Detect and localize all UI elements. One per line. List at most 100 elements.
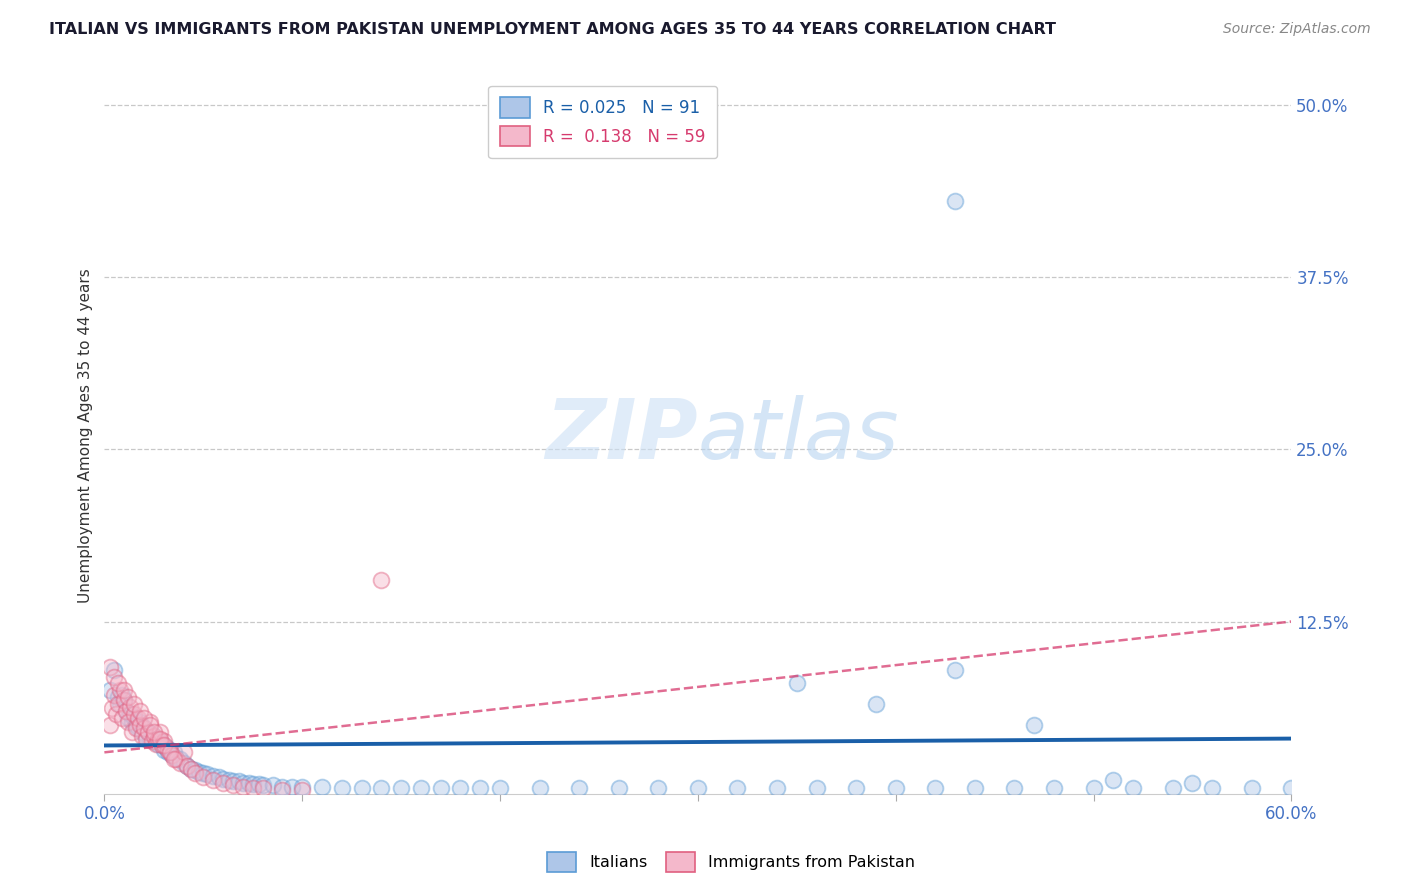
Point — [766, 781, 789, 796]
Point — [247, 777, 270, 791]
Point — [121, 714, 143, 729]
Point — [786, 676, 808, 690]
Point — [146, 737, 169, 751]
Point — [1102, 772, 1125, 787]
Point — [150, 739, 173, 753]
Point — [98, 718, 121, 732]
Point — [108, 683, 131, 698]
Point — [865, 697, 887, 711]
Point — [131, 724, 153, 739]
Point — [120, 699, 142, 714]
Point — [152, 739, 174, 753]
Point — [242, 777, 264, 791]
Point — [156, 745, 179, 759]
Point — [184, 766, 207, 780]
Point — [135, 731, 157, 746]
Point — [884, 781, 907, 796]
Point — [141, 727, 163, 741]
Point — [806, 781, 828, 796]
Point — [117, 690, 139, 705]
Point — [156, 742, 179, 756]
Point — [149, 734, 172, 748]
Point — [647, 781, 669, 796]
Point — [202, 769, 225, 783]
Point — [112, 683, 135, 698]
Point — [149, 724, 172, 739]
Point — [122, 706, 145, 721]
Point — [389, 781, 412, 796]
Point — [1240, 781, 1263, 796]
Point — [169, 756, 191, 771]
Point — [169, 752, 191, 766]
Point — [117, 711, 139, 725]
Point — [112, 693, 135, 707]
Point — [107, 697, 129, 711]
Point — [963, 781, 986, 796]
Point — [311, 780, 333, 794]
Point — [142, 734, 165, 748]
Legend: R = 0.025   N = 91, R =  0.138   N = 59: R = 0.025 N = 91, R = 0.138 N = 59 — [488, 86, 717, 158]
Y-axis label: Unemployment Among Ages 35 to 44 years: Unemployment Among Ages 35 to 44 years — [79, 268, 93, 603]
Point — [125, 721, 148, 735]
Point — [165, 751, 187, 765]
Point — [103, 663, 125, 677]
Point — [146, 731, 169, 746]
Point — [141, 734, 163, 748]
Point — [142, 729, 165, 743]
Point — [107, 690, 129, 705]
Point — [1002, 781, 1025, 796]
Point — [132, 711, 155, 725]
Point — [271, 780, 294, 794]
Point — [129, 704, 152, 718]
Point — [115, 704, 138, 718]
Point — [112, 693, 135, 707]
Point — [529, 781, 551, 796]
Point — [370, 781, 392, 796]
Point — [195, 767, 218, 781]
Point — [103, 688, 125, 702]
Text: ITALIAN VS IMMIGRANTS FROM PAKISTAN UNEMPLOYMENT AMONG AGES 35 TO 44 YEARS CORRE: ITALIAN VS IMMIGRANTS FROM PAKISTAN UNEM… — [49, 22, 1056, 37]
Point — [98, 683, 121, 698]
Point — [845, 781, 868, 796]
Point — [924, 781, 946, 796]
Point — [429, 781, 451, 796]
Point — [111, 711, 134, 725]
Point — [155, 739, 177, 754]
Point — [222, 774, 245, 789]
Point — [139, 714, 162, 729]
Point — [132, 721, 155, 735]
Point — [470, 781, 492, 796]
Point — [607, 781, 630, 796]
Point — [208, 770, 231, 784]
Point — [152, 742, 174, 756]
Point — [291, 780, 314, 794]
Point — [173, 756, 195, 771]
Point — [228, 774, 250, 789]
Point — [252, 779, 274, 793]
Point — [370, 573, 392, 587]
Point — [184, 764, 207, 778]
Point — [139, 731, 162, 746]
Point — [120, 706, 142, 721]
Point — [152, 734, 174, 748]
Point — [238, 775, 260, 789]
Text: atlas: atlas — [697, 395, 900, 476]
Point — [111, 688, 134, 702]
Point — [568, 781, 591, 796]
Point — [1024, 718, 1046, 732]
Point — [1043, 781, 1066, 796]
Point — [193, 766, 215, 780]
Point — [159, 745, 181, 759]
Point — [1279, 781, 1302, 796]
Point — [107, 676, 129, 690]
Point — [180, 762, 202, 776]
Point — [350, 781, 373, 796]
Point — [1161, 781, 1184, 796]
Point — [160, 748, 183, 763]
Point — [108, 697, 131, 711]
Point — [162, 745, 184, 759]
Point — [136, 724, 159, 739]
Point — [202, 772, 225, 787]
Point — [281, 780, 304, 794]
Text: ZIP: ZIP — [546, 395, 697, 476]
